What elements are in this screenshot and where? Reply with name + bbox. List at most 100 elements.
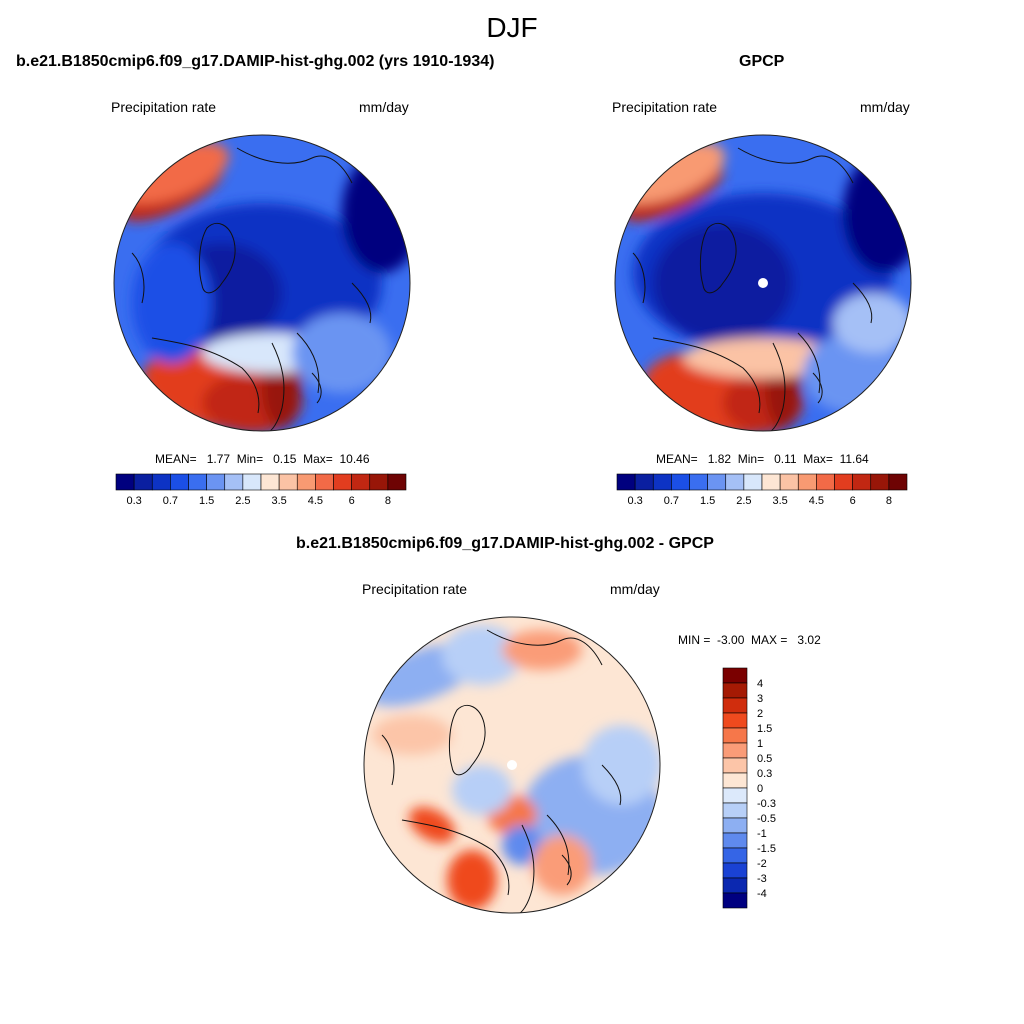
panel-2-colorbar-box <box>797 473 817 491</box>
panel-1-coastline <box>151 337 260 414</box>
panel-1-max-label: Max= <box>303 452 333 466</box>
panel-3-coastline <box>601 764 622 806</box>
panel-2-title: GPCP <box>739 53 785 70</box>
panel-3-field-region <box>582 725 660 805</box>
panel-1-coastline <box>296 332 320 394</box>
panel-3-coastline <box>381 734 395 786</box>
panel-1-colorbar-tick-label: 3.5 <box>271 495 286 507</box>
panel-2-colorbar-box <box>671 473 690 491</box>
panel-2-pole-missing-data <box>758 278 768 288</box>
panel-3-field-region <box>442 625 522 685</box>
panel-3-colorbar-box <box>722 892 748 909</box>
panel-2-coastline <box>812 372 823 404</box>
panel-3-field-region <box>372 715 452 755</box>
panel-2-field-region <box>833 293 911 353</box>
panel-2-colorbar-tick-label: 1.5 <box>700 495 715 507</box>
panel-1-field-region <box>342 153 410 273</box>
panel-3-colorbar-box <box>722 772 748 789</box>
panel-3-colorbar-box <box>722 712 748 729</box>
panel-1-colorbar-tick-label: 8 <box>385 495 391 507</box>
panel-1-colorbar-box <box>333 473 352 491</box>
panel-1-mean-value: 1.77 <box>206 452 231 466</box>
panel-1-colorbar-box <box>170 473 189 491</box>
panel-1-colorbar-box <box>133 473 153 491</box>
panel-2-colorbar-box <box>616 473 636 491</box>
panel-3-colorbar-tick-label: -0.3 <box>757 798 776 810</box>
panel-2-colorbar-box <box>725 473 745 491</box>
panel-2-min-value: 0.11 <box>774 452 797 466</box>
panel-1-colorbar-box <box>296 473 316 491</box>
panel-2-mean-label: MEAN= <box>656 452 698 466</box>
panel-1-colorbar-box <box>188 473 207 491</box>
panel-3-colorbar-tick-label: 0.5 <box>757 753 772 765</box>
panel-1-colorbar-box <box>115 473 135 491</box>
panel-2-mean-value: 1.82 <box>707 452 732 466</box>
panel-2-coastline <box>699 223 737 294</box>
panel-1-colorbar-box <box>278 473 298 491</box>
panel-3-colorbar-tick-label: 1 <box>757 738 763 750</box>
panel-1-colorbar-box <box>351 473 371 491</box>
panel-1-colorbar-box <box>387 473 407 491</box>
panel-3-colorbar-tick-label: -1 <box>757 828 767 840</box>
panel-1-max-value: 10.46 <box>339 452 370 466</box>
panel-3-colorbar: 4 3 2 1.5 1 0.5 0.3 0 -0.3 -0.5 -1 -1.5 -2 -3 -4 <box>722 667 776 909</box>
panel-2-colorbar-box <box>834 473 853 491</box>
panel-3-colorbar-box <box>722 742 748 759</box>
panel-2-colorbar-box <box>870 473 890 491</box>
panel-1-map-border <box>113 134 411 432</box>
panel-2-colorbar-box <box>852 473 872 491</box>
panel-2-colorbar-box <box>652 473 672 491</box>
panel-1-mean-label: MEAN= <box>155 452 197 466</box>
panel-1-colorbar-box <box>151 473 171 491</box>
panel-3-colorbar-box <box>722 832 748 849</box>
panel-3-colorbar-box <box>722 877 748 894</box>
panel-2-colorbar-box <box>816 473 835 491</box>
panel-2-stats: MEAN= 1.82 Min= 0.11 Max= 11.64 <box>656 452 869 466</box>
panel-1-min-value: 0.15 <box>273 452 297 466</box>
panel-2-units-label: mm/day <box>860 99 910 115</box>
panel-3-colorbar-box <box>722 862 748 879</box>
panel-3-pole-missing-data <box>507 760 517 770</box>
panel-2-colorbar-tick-label: 2.5 <box>736 495 751 507</box>
panel-3-coastline <box>448 705 486 776</box>
panel-2-colorbar: 0.3 0.7 1.5 2.5 3.5 4.5 6 8 <box>616 473 908 507</box>
panel-3-colorbar-box <box>722 802 748 819</box>
panel-3-title: b.e21.B1850cmip6.f09_g17.DAMIP-hist-ghg.… <box>296 535 714 552</box>
panel-3-max-label: MAX = <box>751 633 788 647</box>
panel-2-colorbar-box <box>888 473 908 491</box>
panel-3-stats: MIN = -3.00 MAX = 3.02 <box>678 633 821 647</box>
panel-3-field-region <box>502 630 582 670</box>
panel-1-field-region <box>292 313 392 393</box>
panel-3-min-value: -3.00 <box>717 633 745 647</box>
panel-1-colorbar-box <box>206 473 226 491</box>
panel-3-colorbar-tick-label: 0 <box>757 783 763 795</box>
panel-3-min-label: MIN = <box>678 633 711 647</box>
panel-3-coastline <box>516 824 535 913</box>
panel-1-coastline <box>266 342 285 431</box>
panel-2-colorbar-box <box>743 473 763 491</box>
panel-2-field-region <box>683 338 843 378</box>
panel-3-coastline <box>486 629 603 666</box>
panel-1-colorbar-box <box>369 473 389 491</box>
panel-3-colorbar-box <box>722 787 748 804</box>
panel-3-colorbar-box <box>722 757 748 774</box>
panel-2-field-region <box>843 153 911 273</box>
panel-2-colorbar-box <box>689 473 708 491</box>
panel-3-colorbar-box <box>722 667 748 684</box>
panel-3-field-region <box>409 806 455 844</box>
panel-3-max-value: 3.02 <box>797 633 821 647</box>
panel-2-coastline <box>852 282 873 324</box>
panel-2-colorbar-tick-label: 4.5 <box>809 495 824 507</box>
panel-2-coastline <box>767 342 786 431</box>
figure-title: DJF <box>486 12 538 43</box>
panel-1-units-label: mm/day <box>359 99 409 115</box>
panel-3-field-region <box>452 765 512 815</box>
panel-3-colorbar-tick-label: -0.5 <box>757 813 776 825</box>
panel-1-colorbar-tick-label: 4.5 <box>308 495 323 507</box>
panel-3-colorbar-box <box>722 847 748 864</box>
panel-2-colorbar-tick-label: 0.7 <box>664 495 679 507</box>
panel-1-colorbar-box <box>224 473 244 491</box>
panel-2-colorbar-tick-label: 3.5 <box>772 495 787 507</box>
panel-3-map-border <box>363 616 661 914</box>
panel-3-colorbar-tick-label: -2 <box>757 858 767 870</box>
